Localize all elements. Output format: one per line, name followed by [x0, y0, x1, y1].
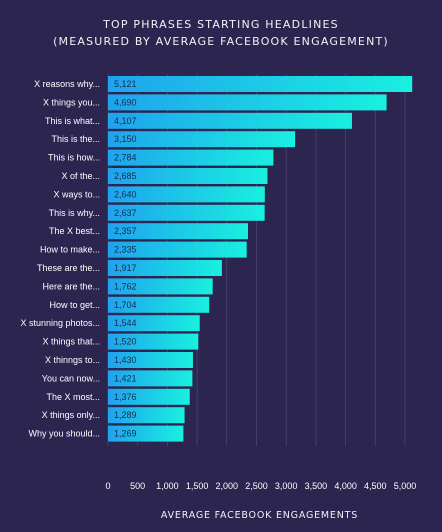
- category-label: You can now...: [42, 373, 100, 383]
- bar: [108, 333, 199, 350]
- x-tick-label: 3,500: [305, 481, 328, 491]
- category-label: This is what...: [45, 116, 100, 126]
- bar-value-label: 1,704: [114, 300, 137, 310]
- bar: [108, 112, 352, 129]
- x-tick-label: 1,000: [156, 481, 179, 491]
- x-tick-label: 4,500: [364, 481, 387, 491]
- x-tick-label: 4,000: [334, 481, 357, 491]
- category-label: X thinngs to...: [45, 355, 100, 365]
- category-label: These are the...: [37, 263, 100, 273]
- category-label: This is the...: [51, 134, 100, 144]
- bar-value-label: 2,784: [114, 153, 137, 163]
- category-labels: X reasons why... X things you... This is w…: [20, 79, 100, 439]
- bar-value-label: 1,430: [114, 355, 137, 365]
- bar-value-label: 1,544: [114, 318, 137, 328]
- category-label: This is why...: [49, 208, 100, 218]
- chart-title: TOP PHRASES STARTING HEADLINES: [103, 18, 339, 31]
- category-label: Here are the...: [42, 281, 100, 291]
- bar: [108, 260, 222, 276]
- bar-value-label: 2,640: [114, 189, 137, 199]
- category-label: X things only...: [42, 410, 100, 420]
- bar: [108, 352, 193, 368]
- bar: [108, 407, 185, 424]
- x-tick-label: 2,500: [245, 481, 268, 491]
- bar: [108, 204, 265, 221]
- category-label: This is how...: [48, 153, 100, 163]
- bar-value-label: 5,121: [114, 79, 137, 89]
- bar-value-label: 1,289: [114, 410, 137, 420]
- x-tick-label: 3,000: [275, 481, 298, 491]
- bar-value-label: 1,376: [114, 392, 137, 402]
- category-label: X things that...: [42, 337, 100, 347]
- bar-value-label: 1,762: [114, 281, 137, 291]
- bar: [108, 370, 193, 387]
- x-axis-title: AVERAGE FACEBOOK ENGAGEMENTS: [161, 510, 358, 521]
- category-label: X things you...: [43, 97, 100, 107]
- x-tick-label: 2,000: [216, 481, 239, 491]
- bar: [108, 278, 213, 295]
- bars: 5,121 4,690 4,107 3,150 2,784 2,685 2,640 2,637…: [108, 76, 413, 442]
- bar-value-label: 3,150: [114, 134, 137, 144]
- bar: [108, 186, 265, 203]
- bar-value-label: 2,357: [114, 226, 137, 236]
- bar-value-label: 1,917: [114, 263, 137, 273]
- bar: [108, 388, 190, 405]
- bar-value-label: 2,335: [114, 245, 137, 255]
- bar-value-label: 1,520: [114, 337, 137, 347]
- bar-value-label: 1,269: [114, 429, 137, 439]
- bar-value-label: 2,685: [114, 171, 137, 181]
- bar: [108, 168, 268, 184]
- bar: [108, 76, 413, 92]
- bar-value-label: 1,421: [114, 373, 137, 383]
- bar: [108, 149, 274, 166]
- bar: [108, 241, 247, 258]
- x-axis-ticks: 0 500 1,000 1,500 2,000 2,500 3,000 3,500 4,000 4…: [105, 481, 416, 491]
- category-label: How to make...: [40, 245, 100, 255]
- category-label: The X best...: [49, 226, 100, 236]
- bar: [108, 296, 210, 313]
- x-tick-label: 1,500: [186, 481, 209, 491]
- x-tick-label: 0: [105, 481, 110, 491]
- chart-subtitle: (MEASURED BY AVERAGE FACEBOOK ENGAGEMENT…: [53, 35, 389, 48]
- category-label: Why you should...: [28, 429, 100, 439]
- bar: [108, 315, 200, 332]
- bar-value-label: 4,107: [114, 116, 137, 126]
- category-label: X reasons why...: [34, 79, 100, 89]
- bar: [108, 131, 296, 148]
- x-tick-label: 5,000: [394, 481, 417, 491]
- category-label: X stunning photos...: [20, 318, 100, 328]
- category-label: X of the...: [61, 171, 100, 181]
- bar-value-label: 2,637: [114, 208, 137, 218]
- category-label: X ways to...: [53, 189, 100, 199]
- bar-value-label: 4,690: [114, 97, 137, 107]
- bar: [108, 425, 184, 442]
- bar: [108, 94, 387, 111]
- x-tick-label: 500: [130, 481, 145, 491]
- category-label: How to get...: [49, 300, 100, 310]
- category-label: The X most...: [46, 392, 100, 402]
- bar: [108, 223, 249, 240]
